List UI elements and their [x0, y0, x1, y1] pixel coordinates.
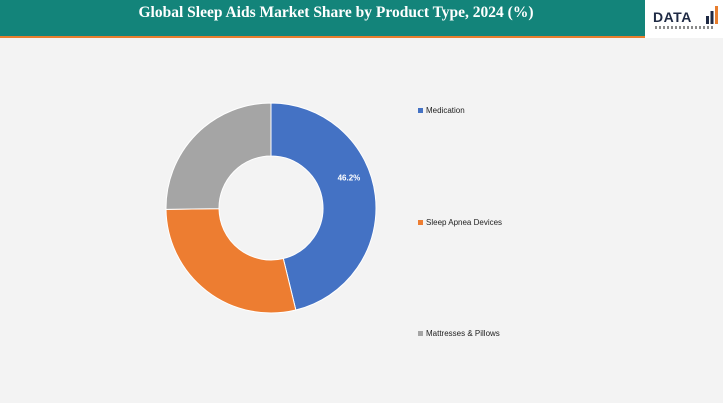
legend-label: Medication: [426, 105, 465, 115]
donut-slice-mattresses-pillows: [165, 102, 272, 210]
header-accent-line: [0, 36, 723, 38]
legend-item: Medication: [418, 104, 465, 116]
legend-label: Sleep Apnea Devices: [426, 217, 503, 227]
brand-logo: DATA: [645, 0, 723, 38]
legend-swatch: [418, 330, 423, 336]
legend-item: Sleep Apnea Devices: [418, 216, 502, 228]
logo-text: DATA: [653, 9, 692, 25]
legend-swatch: [418, 107, 423, 113]
legend-swatch: [418, 219, 423, 225]
donut-slice-sleep-apnea-devices: [165, 208, 297, 314]
chart-title: Global Sleep Aids Market Share by Produc…: [138, 4, 534, 21]
donut-slice-medication: [270, 102, 377, 311]
data-label: 46.2%: [338, 174, 361, 183]
legend-label: Mattresses & Pillows: [426, 328, 500, 338]
logo-bars-icon: [706, 6, 718, 24]
legend-item: Mattresses & Pillows: [418, 327, 500, 339]
logo-subtitle-mark: [655, 26, 715, 29]
header-bar: [0, 0, 723, 36]
